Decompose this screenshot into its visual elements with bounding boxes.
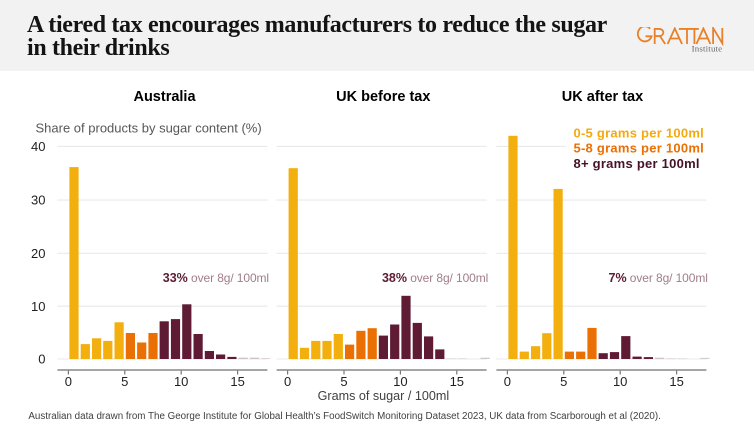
svg-text:Australia: Australia: [133, 89, 196, 105]
svg-text:5: 5: [121, 374, 128, 389]
svg-text:0: 0: [504, 374, 511, 389]
svg-text:0: 0: [65, 374, 72, 389]
svg-text:0: 0: [284, 374, 291, 389]
svg-text:15: 15: [450, 374, 464, 389]
svg-text:5-8 grams per 100ml: 5-8 grams per 100ml: [574, 140, 704, 155]
svg-text:15: 15: [669, 374, 683, 389]
svg-text:5: 5: [560, 374, 567, 389]
svg-text:15: 15: [230, 374, 244, 389]
svg-text:UK after tax: UK after tax: [562, 89, 643, 105]
svg-text:10: 10: [31, 299, 45, 314]
svg-text:UK before tax: UK before tax: [336, 89, 430, 105]
svg-text:33% over 8g/ 100ml: 33% over 8g/ 100ml: [163, 271, 269, 285]
svg-text:10: 10: [613, 374, 627, 389]
svg-text:Institute: Institute: [692, 43, 723, 53]
svg-text:7% over 8g/ 100ml: 7% over 8g/ 100ml: [609, 271, 708, 285]
svg-text:30: 30: [31, 193, 45, 208]
svg-text:0-5 grams per 100ml: 0-5 grams per 100ml: [574, 125, 704, 140]
svg-text:8+ grams per 100ml: 8+ grams per 100ml: [574, 156, 700, 171]
svg-text:5: 5: [340, 374, 347, 389]
svg-text:0: 0: [38, 352, 45, 367]
svg-text:38% over 8g/ 100ml: 38% over 8g/ 100ml: [382, 271, 488, 285]
svg-text:40: 40: [31, 139, 45, 154]
svg-text:Share of products by sugar con: Share of products by sugar content (%): [36, 121, 262, 136]
svg-text:10: 10: [393, 374, 407, 389]
svg-text:Australian data drawn from The: Australian data drawn from The George In…: [28, 411, 660, 422]
svg-text:Grams of sugar / 100ml: Grams of sugar / 100ml: [318, 389, 450, 403]
svg-text:20: 20: [31, 246, 45, 261]
svg-text:10: 10: [174, 374, 188, 389]
